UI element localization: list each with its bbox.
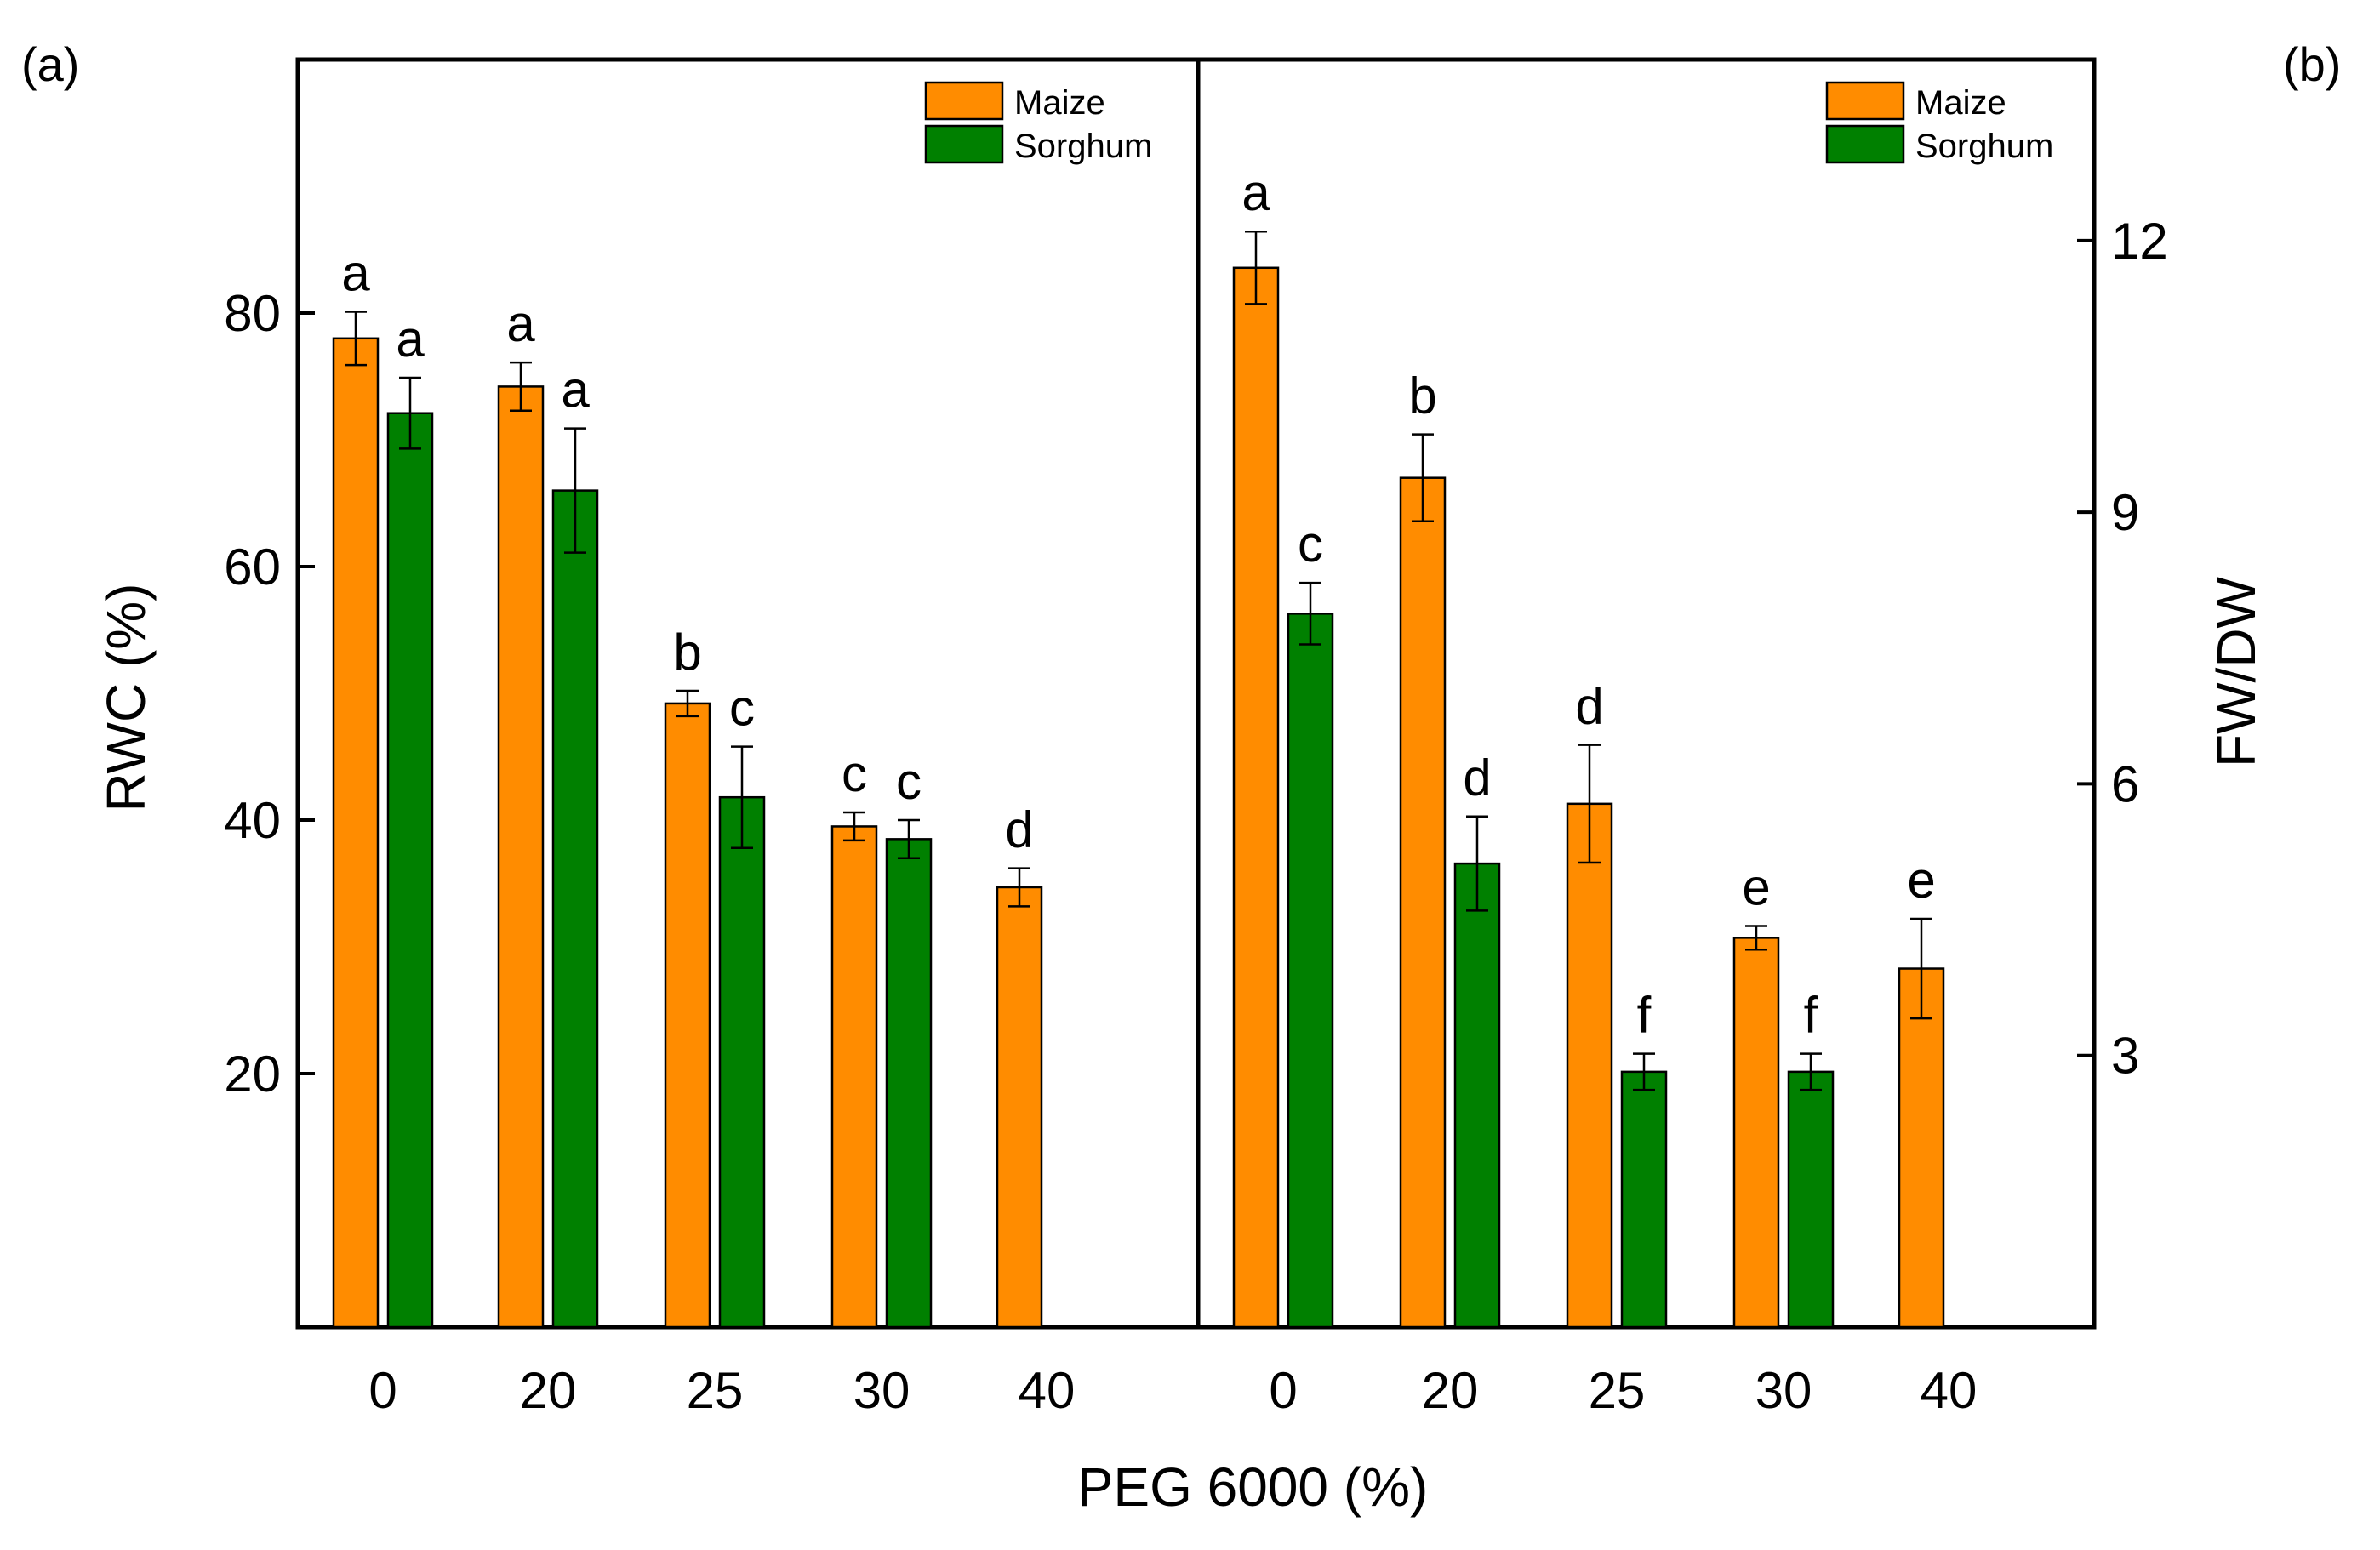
error-bar-b-sorghum-2 bbox=[1633, 1052, 1655, 1091]
y-tick-label-b-3: 12 bbox=[2111, 213, 2168, 270]
sig-letter-a-maize-4: d bbox=[1005, 801, 1033, 858]
error-bar-b-maize-1 bbox=[1412, 433, 1434, 523]
x-tick-label-b-2: 25 bbox=[1589, 1362, 1646, 1419]
error-bar-b-sorghum-0 bbox=[1299, 581, 1321, 646]
sig-letter-a-sorghum-2: c bbox=[729, 680, 755, 737]
y-tick-label-b-2: 9 bbox=[2111, 484, 2139, 541]
error-bar-b-sorghum-1 bbox=[1466, 815, 1488, 912]
y-tick-label-a-0: 20 bbox=[224, 1046, 281, 1103]
y-tick-label-b-1: 6 bbox=[2111, 755, 2139, 812]
x-tick-label-a-4: 40 bbox=[1019, 1362, 1076, 1419]
bar-a-maize-3 bbox=[830, 825, 878, 1329]
error-bar-a-sorghum-0 bbox=[399, 376, 421, 450]
error-bar-b-maize-0 bbox=[1245, 230, 1267, 305]
sig-letter-b-sorghum-0: c bbox=[1298, 516, 1323, 573]
error-bar-b-maize-2 bbox=[1578, 744, 1601, 864]
x-axis-title: PEG 6000 (%) bbox=[1077, 1456, 1429, 1518]
sig-letter-b-maize-3: e bbox=[1742, 859, 1770, 916]
bar-a-maize-4 bbox=[996, 886, 1043, 1329]
bar-b-maize-0 bbox=[1232, 266, 1280, 1329]
error-bar-a-maize-2 bbox=[676, 689, 699, 718]
error-bar-a-maize-1 bbox=[510, 361, 532, 412]
bar-a-sorghum-1 bbox=[551, 489, 599, 1329]
y-axis-title-a: RWC (%) bbox=[95, 584, 157, 812]
sig-letter-a-sorghum-1: a bbox=[561, 362, 590, 419]
bar-a-sorghum-0 bbox=[386, 412, 434, 1329]
x-tick-label-a-2: 25 bbox=[687, 1362, 744, 1419]
error-bar-a-maize-4 bbox=[1008, 867, 1030, 908]
error-bar-a-sorghum-1 bbox=[564, 427, 586, 554]
sig-letter-a-maize-0: a bbox=[341, 245, 370, 302]
error-bar-b-maize-4 bbox=[1910, 917, 1932, 1020]
sig-letter-b-maize-4: e bbox=[1907, 852, 1935, 909]
bar-a-sorghum-3 bbox=[885, 838, 933, 1329]
error-bar-a-maize-0 bbox=[345, 311, 367, 367]
sig-letter-a-maize-3: c bbox=[842, 745, 867, 802]
sig-letter-a-sorghum-3: c bbox=[896, 753, 922, 810]
error-bar-b-maize-3 bbox=[1745, 925, 1767, 951]
legend-a-sorghum-swatch bbox=[924, 124, 1004, 164]
sig-letter-a-sorghum-0: a bbox=[396, 311, 425, 368]
sig-letter-b-maize-1: b bbox=[1408, 368, 1436, 425]
sig-letter-b-maize-2: d bbox=[1575, 678, 1603, 735]
sig-letter-b-sorghum-2: f bbox=[1637, 987, 1652, 1044]
legend-a: Maize Sorghum bbox=[924, 81, 1152, 165]
y-tick-label-a-1: 40 bbox=[224, 792, 281, 849]
panel-a-label: (a) bbox=[21, 37, 79, 91]
legend-a-maize-swatch bbox=[924, 81, 1004, 121]
bar-b-maize-2 bbox=[1566, 802, 1613, 1329]
bar-b-maize-1 bbox=[1399, 476, 1447, 1329]
sig-letter-b-sorghum-1: d bbox=[1463, 749, 1491, 806]
y-tick-label-a-2: 60 bbox=[224, 539, 281, 595]
error-bar-a-sorghum-3 bbox=[898, 818, 920, 859]
bar-b-sorghum-3 bbox=[1787, 1070, 1835, 1329]
sig-letter-b-sorghum-3: f bbox=[1804, 987, 1818, 1044]
panel-b-label: (b) bbox=[2283, 37, 2341, 91]
y-axis-title-b: FW/DW bbox=[2206, 576, 2267, 767]
legend-b: Maize Sorghum bbox=[1825, 81, 2053, 165]
bar-a-maize-2 bbox=[664, 702, 711, 1329]
x-tick-label-a-3: 30 bbox=[853, 1362, 910, 1419]
y-tick-label-a-3: 80 bbox=[224, 285, 281, 342]
bar-a-sorghum-2 bbox=[718, 795, 766, 1329]
bar-b-maize-3 bbox=[1732, 937, 1780, 1329]
sig-letter-a-maize-2: b bbox=[673, 624, 701, 681]
x-tick-label-a-0: 0 bbox=[368, 1362, 397, 1419]
legend-b-sorghum-label: Sorghum bbox=[1915, 128, 2053, 165]
bar-b-sorghum-1 bbox=[1453, 862, 1501, 1329]
bar-a-maize-1 bbox=[497, 385, 545, 1329]
bar-b-sorghum-2 bbox=[1620, 1070, 1668, 1329]
legend-b-maize-swatch bbox=[1825, 81, 1905, 121]
bar-a-maize-0 bbox=[332, 337, 380, 1329]
error-bar-a-sorghum-2 bbox=[731, 745, 753, 850]
error-bar-b-sorghum-3 bbox=[1800, 1052, 1822, 1091]
error-bar-a-maize-3 bbox=[843, 811, 865, 842]
x-tick-label-b-4: 40 bbox=[1921, 1362, 1978, 1419]
sig-letter-b-maize-0: a bbox=[1241, 164, 1270, 221]
legend-b-maize-label: Maize bbox=[1915, 84, 2006, 122]
bar-b-maize-4 bbox=[1898, 967, 1945, 1329]
bar-b-sorghum-0 bbox=[1287, 613, 1334, 1329]
legend-a-sorghum-label: Sorghum bbox=[1014, 128, 1152, 165]
sig-letter-a-maize-1: a bbox=[506, 295, 535, 352]
x-tick-label-a-1: 20 bbox=[520, 1362, 577, 1419]
x-tick-label-b-3: 30 bbox=[1755, 1362, 1812, 1419]
x-tick-label-b-1: 20 bbox=[1422, 1362, 1479, 1419]
x-tick-label-b-0: 0 bbox=[1269, 1362, 1297, 1419]
legend-b-sorghum-swatch bbox=[1825, 124, 1905, 164]
legend-a-maize-label: Maize bbox=[1014, 84, 1105, 122]
y-tick-label-b-0: 3 bbox=[2111, 1028, 2139, 1085]
